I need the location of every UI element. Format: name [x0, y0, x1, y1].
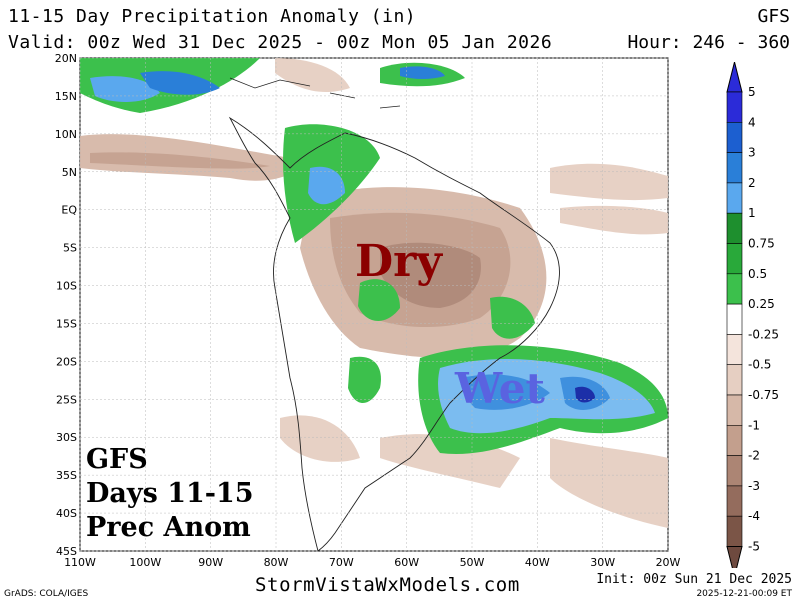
colorbar-label: 3: [748, 146, 756, 160]
colorbar-label: 1: [748, 206, 756, 220]
lat-label: EQ: [61, 204, 77, 217]
lat-label: 5N: [62, 166, 77, 179]
legend-line-anom: Prec Anom: [86, 512, 251, 543]
legend-line-model: GFS: [86, 444, 148, 475]
colorbar-label: -0.25: [748, 327, 779, 341]
colorbar-segment: [726, 394, 743, 426]
colorbar-segment: [726, 243, 743, 275]
lon-label: 50W: [460, 556, 485, 569]
colorbar-label: 0.5: [748, 267, 767, 281]
lat-label: 10N: [55, 128, 77, 141]
lat-label: 30S: [56, 431, 77, 444]
model-name: GFS: [757, 6, 790, 27]
colorbar-label: 4: [748, 115, 756, 129]
lat-label: 15S: [56, 317, 77, 330]
colorbar-label: -3: [748, 479, 760, 493]
lat-label: 20N: [55, 52, 77, 65]
colorbar-segment: [726, 303, 743, 335]
wet-label: Wet: [455, 364, 545, 413]
colorbar-label: -5: [748, 540, 760, 554]
colorbar-segment: [726, 515, 743, 547]
colorbar-segment: [726, 424, 743, 456]
forecast-hours: Hour: 246 - 360: [627, 32, 790, 53]
map-legend-box: GFS Days 11-15 Prec Anom: [86, 443, 254, 545]
valid-period: Valid: 00z Wed 31 Dec 2025 - 00z Mon 05 …: [8, 32, 553, 53]
chart-title: 11-15 Day Precipitation Anomaly (in): [8, 6, 417, 27]
colorbar-segment: [726, 152, 743, 184]
latitude-labels: 20N 15N 10N 5N EQ 5S 10S 15S 20S 25S 30S 35S 40S 45S: [55, 52, 668, 558]
lat-label: 5S: [63, 242, 77, 255]
lon-label: 90W: [198, 556, 223, 569]
lon-label: 80W: [264, 556, 289, 569]
lat-label: 20S: [56, 355, 77, 368]
lat-label: 15N: [55, 90, 77, 103]
lat-label: 25S: [56, 393, 77, 406]
colorbar-segment: [726, 121, 743, 153]
colorbar-label: -4: [748, 509, 760, 523]
dry-label: Dry: [355, 236, 442, 287]
colorbar-bottom-arrow: [726, 546, 743, 568]
lon-label: 60W: [394, 556, 419, 569]
lat-label: 10S: [56, 280, 77, 293]
generated-stamp: 2025-12-21-00:09 ET: [696, 589, 792, 599]
colorbar-segment: [726, 273, 743, 305]
colorbar-segment: [726, 182, 743, 214]
colorbar: 5 4 3 2 1 0.75 0.5 0.25 -0.25 -0.5 -0.75 -1 -2 -3 -4 -5: [726, 62, 779, 568]
colorbar-label: -2: [748, 449, 760, 463]
precip-anomaly-map: 20N15N10N5NEQ5S10S15S20S25S30S35S40S45S …: [55, 52, 681, 569]
colorbar-label: -0.5: [748, 358, 771, 372]
colorbar-label: 2: [748, 176, 756, 190]
longitude-labels: 110W 100W 90W 80W 70W 60W 50W 40W 30W 20W: [64, 58, 681, 569]
site-watermark: StormVistaWxModels.com: [255, 574, 520, 596]
colorbar-label: 0.75: [748, 237, 775, 251]
legend-line-days: Days 11-15: [86, 478, 254, 509]
lat-label: 45S: [56, 545, 77, 558]
grads-credit: GrADS: COLA/IGES: [4, 589, 89, 599]
colorbar-segment: [726, 212, 743, 244]
lon-label: 30W: [590, 556, 615, 569]
lat-label: 40S: [56, 507, 77, 520]
colorbar-top-arrow: [726, 62, 743, 93]
colorbar-label: -1: [748, 418, 760, 432]
colorbar-segment: [726, 334, 743, 365]
init-time: Init: 00z Sun 21 Dec 2025: [596, 572, 792, 587]
lat-label: 35S: [56, 469, 77, 482]
colorbar-label: 0.25: [748, 297, 775, 311]
lon-label: 20W: [656, 556, 681, 569]
lon-label: 100W: [129, 556, 161, 569]
lon-label: 40W: [525, 556, 550, 569]
coastline: [228, 116, 560, 552]
lon-label: 70W: [329, 556, 354, 569]
colorbar-segment: [726, 485, 743, 517]
colorbar-label: -0.75: [748, 388, 779, 402]
colorbar-segment: [726, 364, 743, 396]
colorbar-segment: [726, 455, 743, 487]
colorbar-label: 5: [748, 85, 756, 99]
colorbar-segment: [726, 91, 743, 123]
lon-label: 110W: [64, 556, 96, 569]
caribbean-islands: [229, 77, 401, 109]
